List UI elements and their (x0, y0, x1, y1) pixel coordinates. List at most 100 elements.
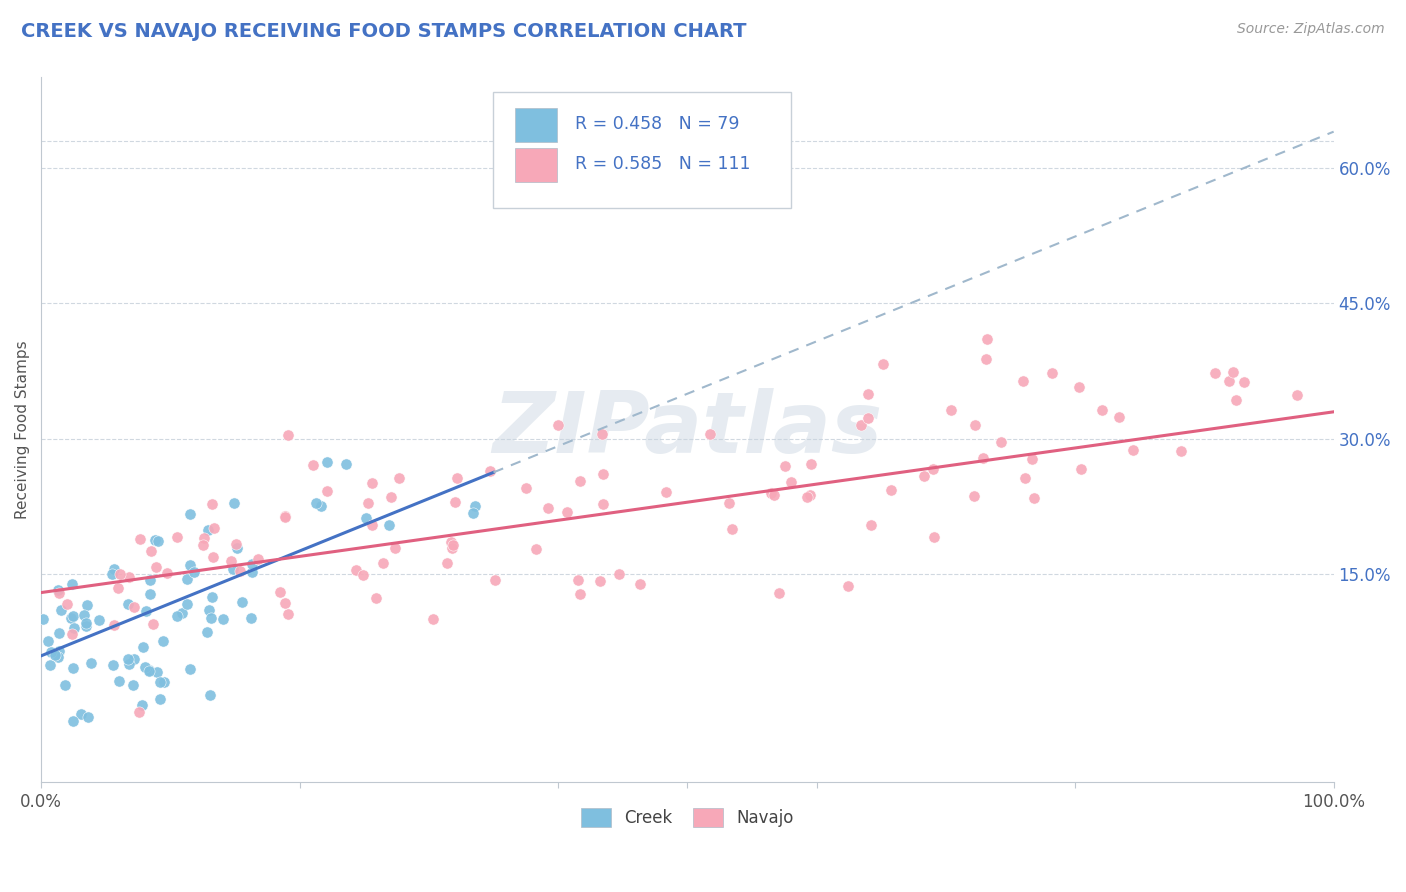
Point (41, 644, 63, 658)
Point (547, 418, 569, 433)
Point (176, 597, 198, 611)
Point (922, 530, 945, 544)
Point (1069, 380, 1091, 394)
Point (441, 538, 464, 552)
Point (138, 664, 160, 678)
Point (1021, 451, 1043, 466)
Point (796, 490, 818, 504)
Point (132, 640, 155, 655)
Point (179, 507, 201, 521)
Point (352, 568, 374, 582)
Point (1022, 491, 1045, 505)
Text: ZIPatlas: ZIPatlas (492, 388, 883, 471)
Point (859, 518, 882, 533)
Point (197, 523, 219, 537)
Point (143, 533, 166, 548)
Point (800, 457, 823, 471)
Point (103, 618, 125, 632)
Point (46, 582, 69, 597)
Point (1233, 375, 1256, 389)
Point (129, 532, 152, 546)
Point (156, 566, 179, 580)
Point (138, 587, 160, 601)
Point (763, 488, 786, 502)
Point (118, 657, 141, 672)
Point (75, 619, 97, 633)
Point (49, 602, 72, 616)
Point (440, 534, 463, 549)
Point (589, 574, 612, 588)
Point (56, 597, 79, 611)
Point (138, 663, 160, 677)
Point (361, 476, 384, 491)
FancyBboxPatch shape (516, 108, 557, 142)
Point (384, 541, 406, 556)
Point (371, 556, 394, 570)
Point (76, 599, 98, 613)
FancyBboxPatch shape (494, 92, 790, 208)
Point (939, 402, 962, 417)
Point (591, 427, 613, 442)
Point (277, 607, 299, 621)
Point (166, 609, 188, 624)
Point (62, 714, 84, 728)
Point (721, 522, 744, 536)
Point (856, 410, 879, 425)
Point (48, 586, 70, 600)
Point (335, 457, 357, 471)
Point (80, 656, 103, 670)
Point (444, 494, 467, 508)
Point (592, 467, 614, 481)
Point (962, 489, 984, 503)
Point (139, 574, 162, 588)
Point (316, 484, 339, 499)
Point (1170, 444, 1192, 458)
Point (655, 485, 678, 500)
Text: R = 0.585   N = 111: R = 0.585 N = 111 (575, 155, 751, 173)
Point (118, 570, 141, 584)
Point (225, 537, 247, 551)
Point (239, 610, 262, 624)
Point (222, 496, 245, 510)
Point (768, 586, 790, 600)
Point (53, 678, 76, 692)
Point (107, 581, 129, 595)
Point (274, 596, 297, 610)
Point (1122, 442, 1144, 457)
Point (356, 510, 378, 524)
Point (202, 550, 225, 565)
Point (62, 621, 84, 635)
Point (193, 531, 215, 545)
Point (219, 554, 242, 568)
Point (195, 625, 218, 640)
Point (1222, 365, 1244, 379)
Point (922, 462, 945, 476)
Point (717, 496, 740, 510)
Point (388, 471, 411, 485)
Point (48, 644, 70, 658)
Point (103, 562, 125, 576)
Point (569, 474, 592, 488)
Point (148, 533, 170, 548)
Point (212, 612, 235, 626)
Point (628, 577, 651, 591)
Text: R = 0.458   N = 79: R = 0.458 N = 79 (575, 115, 740, 133)
Text: Source: ZipAtlas.com: Source: ZipAtlas.com (1237, 22, 1385, 37)
Point (75, 616, 97, 631)
Point (315, 455, 337, 469)
Point (464, 500, 486, 514)
Point (240, 557, 263, 571)
Point (193, 538, 215, 552)
Point (166, 530, 188, 544)
Point (247, 552, 270, 566)
Point (607, 566, 630, 581)
Point (364, 591, 387, 605)
Point (117, 652, 139, 666)
Point (356, 496, 378, 510)
Point (226, 541, 249, 555)
Point (198, 688, 221, 702)
Point (1012, 374, 1035, 388)
Point (537, 501, 560, 516)
Point (378, 518, 401, 533)
Point (59, 611, 82, 625)
